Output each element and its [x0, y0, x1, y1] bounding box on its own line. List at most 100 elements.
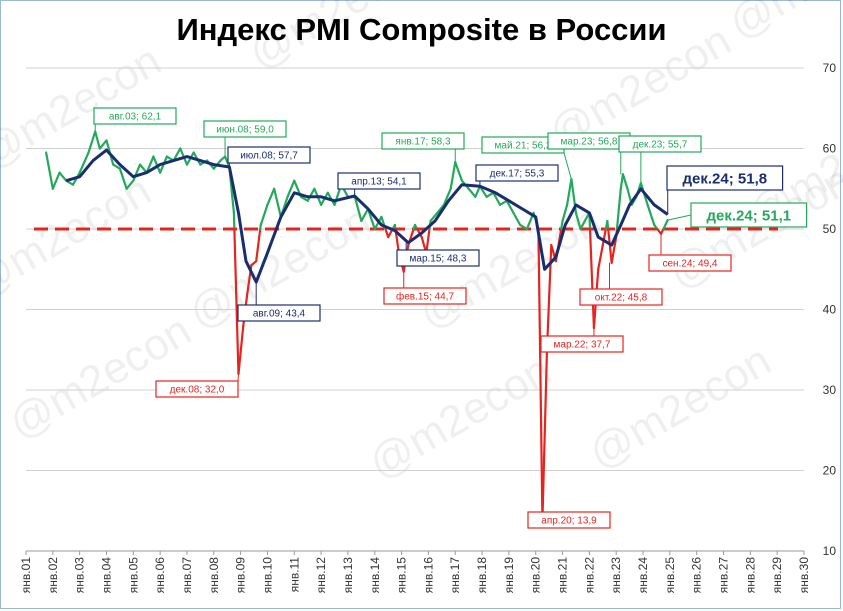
monthly-segment [560, 219, 564, 231]
trend-line [65, 148, 669, 284]
monthly-segment [112, 163, 121, 170]
callout-box [93, 107, 177, 125]
monthly-segment [237, 324, 245, 375]
callout-label: авг.09; 43,4 [253, 309, 306, 320]
monthly-segment [51, 171, 61, 190]
callout-label: фев.15; 44,7 [396, 291, 454, 303]
x-tick-label: янв.02 [46, 557, 60, 594]
x-tick-label: янв.29 [770, 557, 784, 594]
callout-label: янв.17; 58,3 [395, 137, 451, 148]
callout-box [227, 146, 311, 164]
monthly-segment [436, 203, 446, 214]
callout-box [396, 249, 480, 267]
monthly-segment [98, 139, 108, 150]
monthly-segment [78, 151, 90, 174]
callout-box [337, 172, 421, 190]
y-tick-label: 40 [823, 303, 837, 317]
callout-label: дек.17; 55,3 [490, 169, 545, 180]
x-tick-label: янв.04 [99, 557, 113, 594]
monthly-segment [662, 219, 669, 231]
monthly-segment [588, 227, 596, 330]
x-tick-label: янв.20 [529, 557, 543, 594]
monthly-segment [429, 211, 439, 223]
monthly-segment [58, 171, 68, 182]
monthly-segment [449, 161, 457, 190]
callout-label: июл.08; 57,7 [240, 151, 298, 162]
x-tick-label: янв.06 [153, 557, 167, 594]
monthly-segment [579, 219, 586, 231]
monthly-segment [94, 130, 101, 150]
y-tick-label: 50 [823, 222, 837, 236]
x-tick-label: янв.03 [73, 557, 87, 594]
monthly-segment [145, 155, 155, 174]
x-tick-label: янв.24 [636, 557, 650, 594]
callout-label: авг.03; 62,1 [109, 112, 162, 123]
chart-title: Индекс PMI Composite в России [176, 12, 667, 47]
watermark-text: @m2econ [0, 36, 169, 179]
monthly-segment [512, 211, 522, 227]
x-tick-label: янв.08 [207, 557, 221, 594]
monthly-segment [286, 179, 296, 198]
callout-box [648, 254, 732, 272]
x-tick-label: янв.11 [287, 557, 301, 593]
watermark-text: @m2econ [411, 196, 610, 339]
monthly-segment [118, 167, 128, 190]
monthly-segment [519, 223, 528, 231]
x-tick-label: янв.18 [475, 557, 489, 594]
x-tick-label: янв.15 [395, 557, 409, 594]
monthly-segment [87, 130, 97, 154]
callout-box [618, 135, 702, 153]
x-tick-label: янв.21 [556, 557, 570, 594]
monthly-segment [223, 155, 231, 169]
monthly-segment [353, 194, 363, 223]
callout-label: мар.22; 37,7 [554, 340, 611, 351]
callout-box [237, 304, 321, 322]
y-tick-label: 20 [823, 464, 837, 478]
monthly-segment [597, 244, 604, 271]
monthly-segment [615, 187, 622, 231]
monthly-segment [255, 227, 262, 263]
monthly-segment [138, 163, 148, 174]
callout-label: дек.23; 55,7 [633, 140, 688, 151]
watermark-text: @m2econ [0, 166, 159, 309]
monthly-segment [601, 227, 607, 247]
x-tick-label: янв.27 [717, 557, 731, 594]
callout-label: дек.24; 51,8 [683, 170, 768, 187]
monthly-segment [541, 348, 549, 521]
callout-label: сен.24; 49,4 [662, 259, 717, 270]
x-tick-label: янв.22 [582, 557, 596, 594]
callout-box [203, 120, 287, 138]
x-tick-label: янв.16 [421, 557, 435, 594]
monthly-segment [125, 179, 135, 190]
callout-label: дек.24; 51,1 [707, 207, 792, 224]
monthly-segment [152, 155, 162, 174]
monthly-segment [132, 163, 142, 182]
x-tick-label: янв.14 [368, 557, 382, 594]
x-tick-label: янв.05 [126, 557, 140, 594]
monthly-segment [621, 173, 629, 190]
monthly-segment [299, 195, 309, 202]
monthly-segment [537, 227, 544, 521]
callout-box [381, 132, 465, 150]
monthly-segment [646, 203, 656, 227]
monthly-segment [566, 177, 573, 206]
monthly-segment [492, 191, 502, 206]
monthly-segment [259, 203, 269, 227]
monthly-segment [266, 187, 276, 206]
monthly-segment [607, 227, 613, 264]
x-tick-label: янв.28 [743, 557, 757, 594]
y-tick-label: 60 [823, 142, 837, 156]
monthly-segment [474, 185, 482, 198]
callout-box [540, 335, 624, 353]
callout-box [690, 202, 808, 228]
callout-label: мар.15; 48,3 [410, 254, 467, 265]
callout-box [475, 164, 559, 182]
x-tick-label: янв.17 [448, 557, 462, 594]
monthly-segment [505, 199, 515, 214]
x-tick-label: янв.26 [690, 557, 704, 594]
monthly-segment [306, 187, 316, 202]
monthly-segment [425, 227, 431, 255]
callout-box [527, 511, 611, 529]
x-tick-label: янв.30 [797, 557, 811, 594]
